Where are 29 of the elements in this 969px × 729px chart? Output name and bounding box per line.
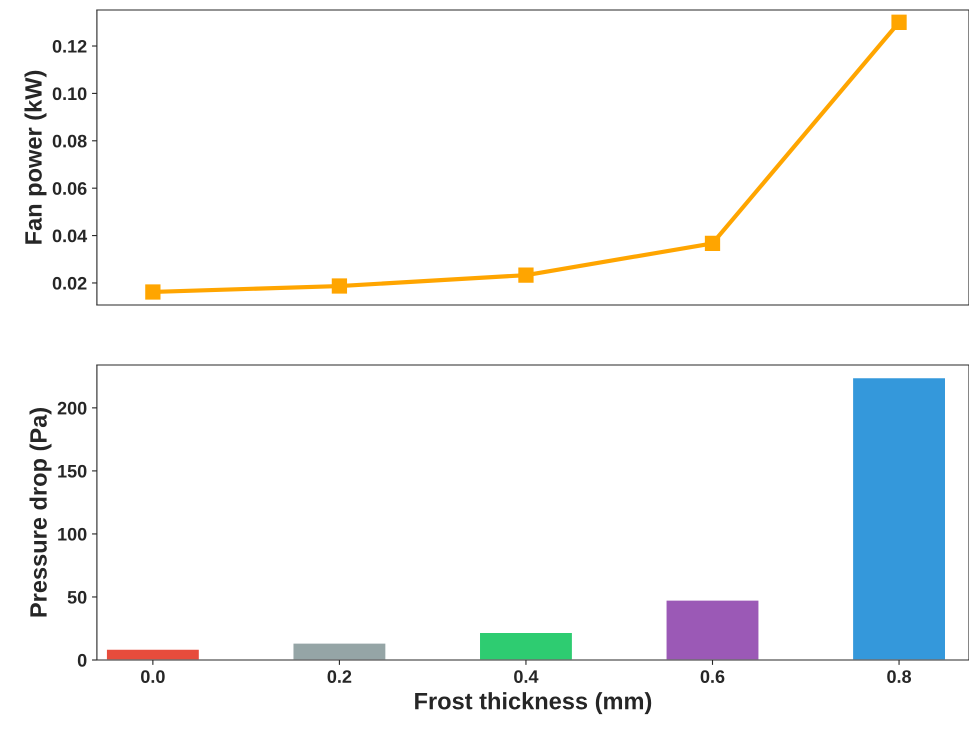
- x-tick-label: 0.6: [700, 670, 724, 683]
- point: [891, 14, 907, 30]
- y-tick-label: 0.08: [52, 134, 87, 148]
- y-tick-label: 0.04: [52, 230, 88, 242]
- y-tick-label: 100: [58, 528, 86, 541]
- y-tick-label: 0.12: [52, 40, 86, 53]
- x-tick-label: 0.4: [514, 670, 538, 683]
- y-tick-label: 0.10: [52, 87, 86, 100]
- y-tick-label: 0.06: [52, 182, 87, 195]
- bar: [106, 648, 200, 660]
- y-tick-label: 150: [58, 464, 86, 478]
- point: [704, 236, 720, 252]
- bar: [292, 642, 387, 660]
- point: [518, 268, 534, 283]
- y-tick-label: 0: [78, 654, 86, 667]
- x-tick-label: 0.0: [141, 670, 165, 683]
- x-tick-label: 0.2: [328, 670, 352, 683]
- x-tick-label: 0.8: [887, 670, 912, 683]
- y-axis-title: Pressure drop (Pa): [29, 408, 52, 617]
- point: [145, 284, 161, 300]
- y-axis-title: Fan power (kW): [24, 70, 46, 244]
- point: [332, 278, 348, 294]
- y-tick-label: 0.02: [52, 276, 86, 290]
- x-axis-title: Frost thickness (mm): [415, 692, 652, 714]
- bar: [852, 376, 946, 660]
- y-tick-label: 50: [68, 590, 86, 604]
- bar: [665, 599, 760, 660]
- bar: [478, 632, 574, 660]
- y-tick-label: 200: [58, 402, 86, 415]
